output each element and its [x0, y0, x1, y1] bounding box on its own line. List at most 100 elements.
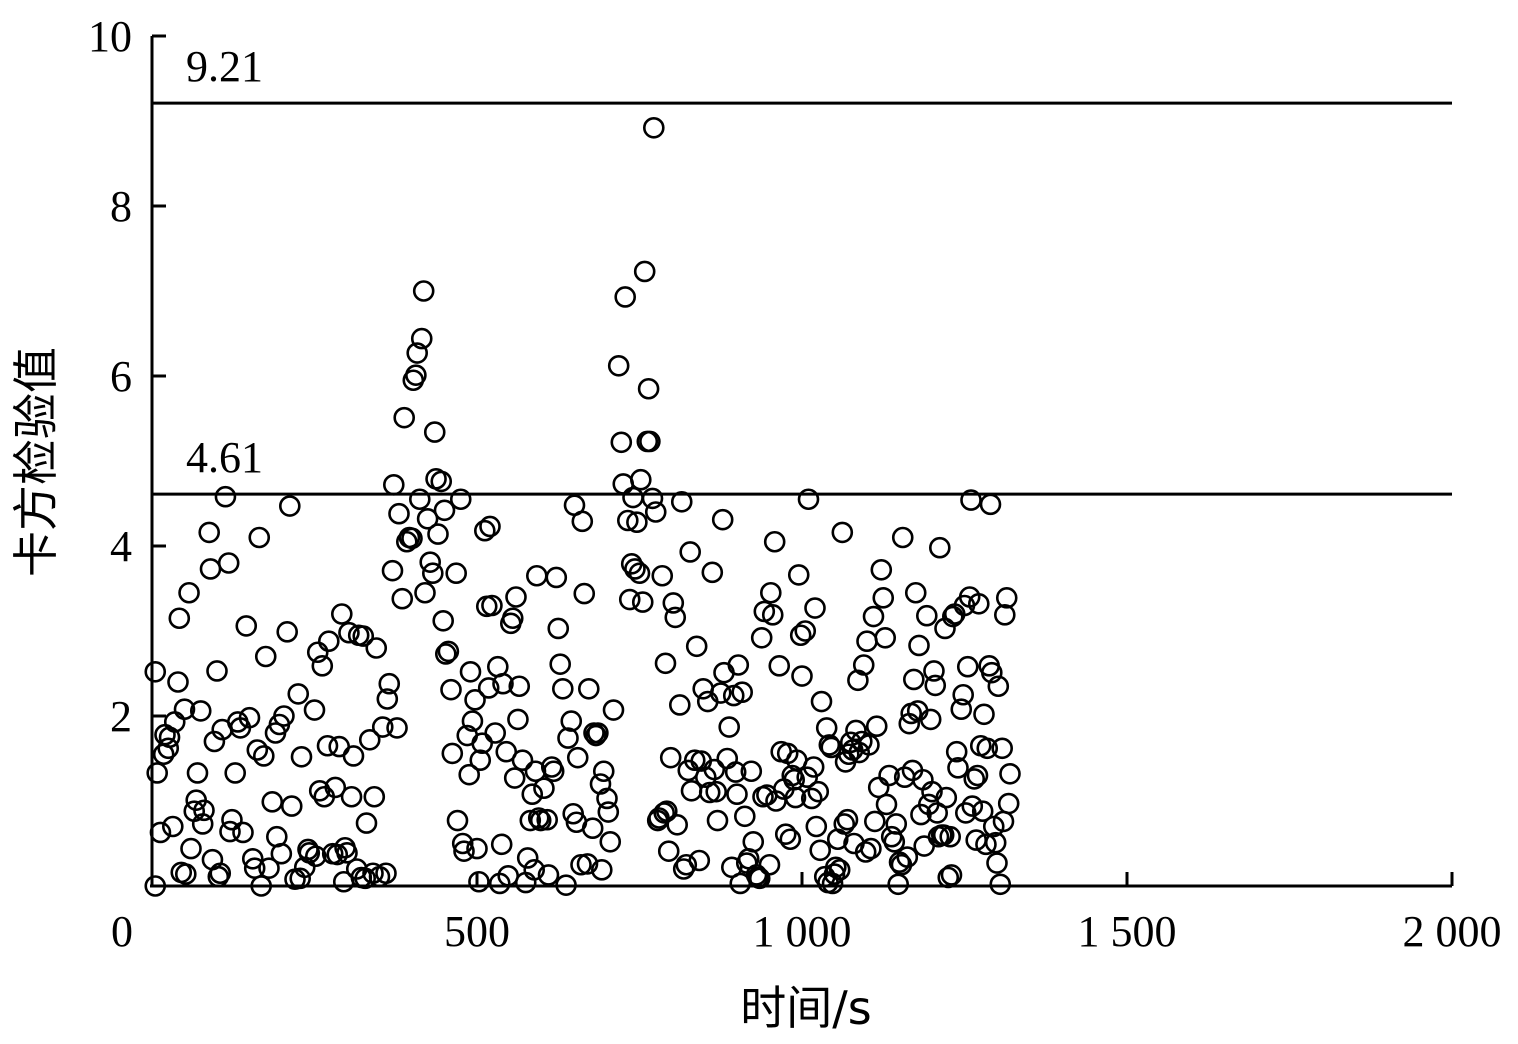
data-point — [837, 743, 860, 766]
data-point — [566, 746, 589, 769]
data-point — [410, 327, 433, 350]
data-point — [852, 654, 875, 676]
data-point — [956, 655, 979, 678]
data-point — [935, 786, 958, 809]
data-point — [865, 715, 888, 738]
y-tick-label: 2 — [110, 692, 132, 741]
data-point — [261, 791, 284, 813]
data-point — [393, 406, 416, 429]
data-point — [501, 607, 524, 630]
data-point — [644, 501, 667, 523]
data-point — [616, 509, 639, 532]
data-point — [711, 508, 734, 531]
data-point — [675, 853, 698, 876]
data-point — [692, 677, 715, 700]
data-point — [521, 783, 544, 806]
data-point — [831, 521, 854, 544]
data-point — [904, 581, 927, 604]
data-point — [481, 594, 503, 617]
data-point — [405, 364, 427, 386]
data-point — [533, 777, 555, 800]
data-point — [570, 853, 592, 876]
data-point — [768, 655, 791, 677]
data-point — [891, 526, 914, 549]
data-point — [787, 564, 810, 586]
data-point — [342, 745, 365, 767]
data-point — [731, 681, 754, 704]
data-point — [375, 862, 397, 885]
data-point — [303, 699, 326, 721]
data-point — [252, 745, 275, 767]
data-point — [618, 588, 641, 611]
data-point — [809, 839, 832, 862]
data-point — [860, 837, 882, 860]
data-point — [670, 490, 693, 513]
data-point — [167, 671, 189, 693]
data-point — [189, 700, 212, 722]
data-point — [885, 813, 908, 835]
data-point — [193, 799, 215, 822]
data-point — [449, 488, 472, 511]
data-point — [589, 773, 612, 795]
data-point — [789, 624, 812, 647]
data-point — [845, 719, 867, 742]
data-point — [705, 780, 728, 803]
data-point — [759, 581, 782, 604]
data-point — [928, 536, 951, 559]
data-point — [206, 660, 228, 682]
data-point — [655, 800, 678, 823]
data-point — [198, 521, 220, 544]
data-point — [507, 708, 529, 731]
data-point — [664, 606, 687, 629]
data-point — [525, 564, 548, 587]
points-layer — [144, 117, 1021, 897]
data-point — [818, 734, 841, 756]
data-point — [224, 762, 246, 784]
data-point — [761, 604, 784, 626]
data-point — [289, 867, 312, 890]
data-point — [173, 698, 196, 721]
data-point — [921, 780, 943, 803]
x-tick-label: 1 500 — [1078, 907, 1177, 956]
data-point — [908, 634, 930, 657]
data-point — [824, 856, 847, 879]
data-point — [388, 502, 410, 525]
data-point — [954, 802, 977, 824]
data-point — [306, 641, 329, 664]
data-point — [273, 705, 295, 727]
data-point — [784, 786, 807, 809]
data-point — [960, 489, 982, 511]
data-point — [490, 833, 513, 856]
data-point — [458, 763, 481, 786]
data-point — [304, 845, 327, 868]
data-point — [338, 621, 360, 644]
data-point — [986, 852, 1008, 874]
x-tick-label: 500 — [444, 907, 510, 956]
data-point — [473, 519, 496, 542]
data-point — [440, 678, 462, 701]
data-point — [340, 785, 363, 808]
data-point — [915, 604, 938, 627]
data-point — [807, 780, 830, 803]
data-point — [995, 587, 1018, 609]
data-point — [547, 617, 570, 640]
data-point — [468, 870, 490, 893]
y-axis-title: 卡方检验值 — [9, 347, 63, 577]
data-point — [622, 486, 644, 509]
data-point — [290, 745, 313, 768]
data-point — [162, 815, 184, 838]
data-point — [412, 280, 435, 302]
data-point — [235, 615, 258, 637]
data-point — [408, 488, 431, 511]
data-point — [464, 689, 486, 711]
data-point — [836, 808, 859, 831]
data-point — [427, 523, 449, 545]
data-point — [666, 813, 689, 836]
data-point — [740, 760, 763, 783]
data-point — [961, 795, 984, 817]
data-point — [378, 672, 401, 695]
data-point — [363, 785, 386, 808]
data-point — [870, 558, 893, 581]
data-point — [592, 760, 615, 783]
data-point — [199, 558, 222, 580]
